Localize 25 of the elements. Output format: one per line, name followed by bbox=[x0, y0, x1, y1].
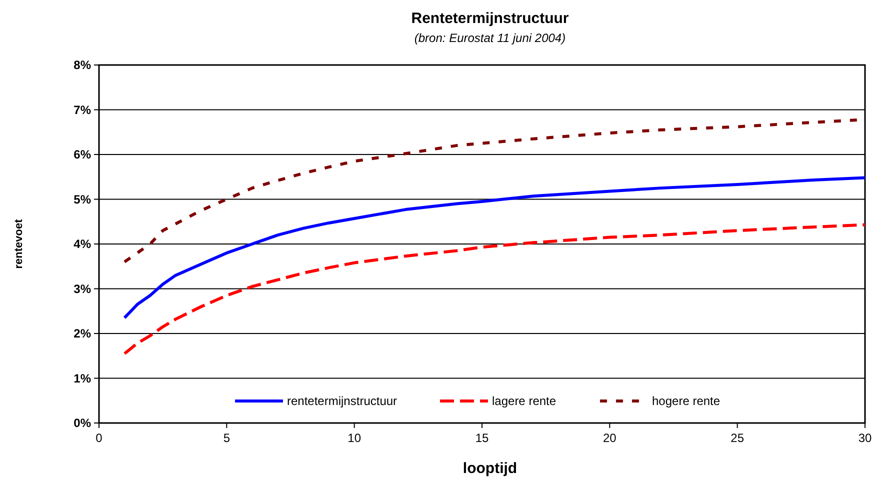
legend-label: lagere rente bbox=[492, 394, 556, 408]
y-tick-label: 4% bbox=[74, 237, 92, 252]
y-tick-label: 8% bbox=[74, 58, 92, 72]
y-tick-label: 6% bbox=[74, 148, 92, 162]
x-axis-title: looptijd bbox=[462, 460, 518, 477]
y-axis-title: rentevoet bbox=[13, 218, 25, 269]
x-tick-label: 20 bbox=[602, 431, 617, 445]
y-tick-label: 7% bbox=[74, 102, 92, 117]
line-series bbox=[123, 223, 866, 356]
legend-label: rentetermijnstructuur bbox=[287, 394, 398, 408]
legend-label: hogere rente bbox=[652, 394, 720, 408]
x-tick-label: 5 bbox=[223, 431, 230, 445]
y-tick-label: 0% bbox=[74, 416, 92, 430]
y-tick-label: 1% bbox=[74, 371, 92, 386]
line-series bbox=[123, 176, 866, 320]
chart-title: Rentetermijnstructuur bbox=[411, 10, 569, 27]
chart-subtitle: (bron: Eurostat 11 juni 2004) bbox=[414, 31, 566, 45]
x-tick-label: 30 bbox=[858, 431, 872, 445]
y-tick-label: 2% bbox=[74, 326, 92, 341]
y-tick-label: 3% bbox=[74, 282, 92, 296]
x-tick-label: 0 bbox=[96, 431, 103, 445]
y-tick-label: 5% bbox=[74, 192, 92, 206]
x-tick-label: 10 bbox=[348, 431, 362, 445]
x-tick-label: 15 bbox=[475, 431, 489, 445]
x-tick-label: 25 bbox=[730, 431, 744, 445]
